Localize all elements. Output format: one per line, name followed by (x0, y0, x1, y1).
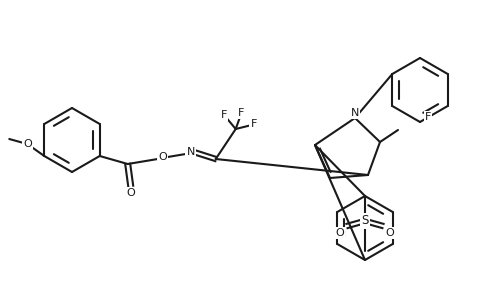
Text: F: F (220, 110, 227, 120)
Text: S: S (361, 214, 369, 227)
Text: N: N (351, 108, 359, 118)
Text: O: O (336, 228, 344, 238)
Text: O: O (126, 188, 135, 198)
Text: O: O (386, 228, 395, 238)
Text: N: N (186, 147, 195, 157)
Text: O: O (23, 139, 31, 149)
Text: F: F (238, 108, 244, 118)
Text: F: F (250, 119, 257, 129)
Text: O: O (158, 152, 167, 162)
Text: F: F (425, 112, 431, 122)
